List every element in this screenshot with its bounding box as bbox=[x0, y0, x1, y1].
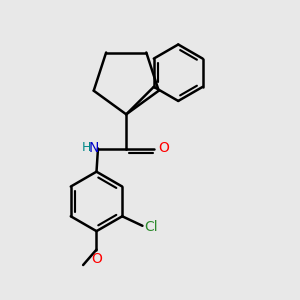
Text: Cl: Cl bbox=[144, 220, 158, 234]
Text: N: N bbox=[88, 141, 99, 154]
Text: O: O bbox=[158, 141, 169, 154]
Text: O: O bbox=[91, 252, 102, 266]
Text: H: H bbox=[82, 141, 92, 154]
